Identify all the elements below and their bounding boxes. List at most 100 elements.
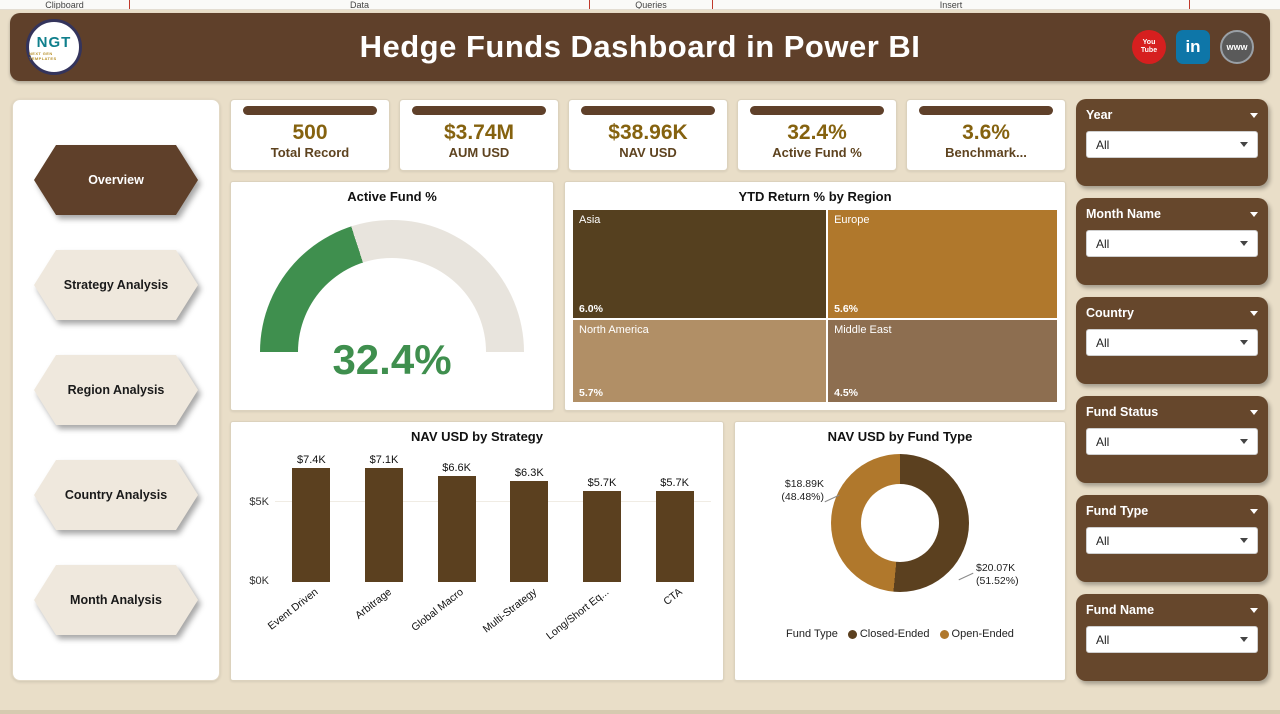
website-icon[interactable]: www: [1220, 30, 1254, 64]
youtube-icon[interactable]: You Tube: [1132, 30, 1166, 64]
treemap-tile[interactable]: Europe 5.6%: [828, 210, 1057, 319]
window-bottom-edge: [0, 710, 1280, 714]
kpi-label: Benchmark...: [945, 145, 1027, 160]
slicer-dropdown[interactable]: All: [1086, 230, 1258, 257]
slicer-dropdown[interactable]: All: [1086, 527, 1258, 554]
bar-category-label: Long/Short Eq...: [544, 586, 612, 643]
slicer-value: All: [1096, 236, 1110, 251]
slicer-fund-status: Fund Status All: [1076, 396, 1268, 483]
nav-button-region-analysis[interactable]: Region Analysis: [34, 355, 198, 425]
legend-item: Open-Ended: [939, 628, 1014, 640]
bar-category-label: Arbitrage: [352, 586, 394, 622]
nav-button-strategy-analysis[interactable]: Strategy Analysis: [34, 250, 198, 320]
slicer-dropdown[interactable]: All: [1086, 329, 1258, 356]
y-axis: $5K $0K: [239, 454, 275, 587]
nav-button-country-analysis[interactable]: Country Analysis: [34, 460, 198, 530]
bar-rect[interactable]: [655, 490, 694, 582]
bar[interactable]: $6.3K Multi-Strategy: [480, 454, 551, 635]
chevron-down-icon[interactable]: [1250, 607, 1258, 613]
bar-rect[interactable]: [437, 476, 476, 582]
nav-button-label: Country Analysis: [64, 488, 168, 502]
bar[interactable]: $6.6K Global Macro: [410, 454, 479, 634]
legend-dot: [939, 629, 949, 639]
nav-button-month-analysis[interactable]: Month Analysis: [34, 565, 198, 635]
kpi-top-bar: [412, 106, 546, 115]
bar-value-label: $7.1K: [369, 454, 399, 467]
chevron-down-icon[interactable]: [1250, 310, 1258, 316]
legend-item: Closed-Ended: [847, 628, 930, 640]
chevron-down-icon[interactable]: [1250, 112, 1258, 118]
ribbon: Clipboard Data Queries Insert: [0, 0, 1280, 10]
slicer-month-name: Month Name All: [1076, 198, 1268, 285]
treemap-tile[interactable]: Asia 6.0%: [573, 210, 827, 319]
chevron-down-icon: [1240, 637, 1248, 642]
kpi-label: NAV USD: [619, 145, 677, 160]
kpi-card: 3.6% Benchmark...: [906, 99, 1066, 171]
app-header: NGT NEXT GEN TEMPLATES Hedge Funds Dashb…: [10, 13, 1270, 81]
treemap-tile-label: Middle East: [834, 323, 892, 336]
treemap-tile-value: 4.5%: [834, 386, 858, 399]
chevron-down-icon[interactable]: [1250, 409, 1258, 415]
kpi-value: $38.96K: [608, 121, 688, 144]
slicer-year: Year All: [1076, 99, 1268, 186]
nav-button-overview[interactable]: Overview: [34, 145, 198, 215]
gauge-panel: Active Fund % 32.4%: [230, 181, 554, 411]
kpi-row: 500 Total Record $3.74M AUM USD $38.96K …: [230, 99, 1066, 171]
kpi-value: $3.74M: [443, 121, 515, 144]
nav-button-label: Month Analysis: [70, 593, 162, 607]
chevron-down-icon[interactable]: [1250, 211, 1258, 217]
bar-category-label: Multi-Strategy: [480, 586, 539, 636]
bar[interactable]: $5.7K CTA: [653, 454, 697, 608]
treemap-tile-value: 5.6%: [834, 303, 858, 316]
treemap-tile-value: 6.0%: [579, 303, 603, 316]
chevron-down-icon[interactable]: [1250, 508, 1258, 514]
bar-rect[interactable]: [582, 490, 621, 582]
main-content: 500 Total Record $3.74M AUM USD $38.96K …: [230, 99, 1066, 681]
logo-subtext: NEXT GEN TEMPLATES: [29, 50, 57, 61]
slicer-label: Year: [1086, 108, 1113, 122]
slicer-dropdown[interactable]: All: [1086, 626, 1258, 653]
dashboard-title: Hedge Funds Dashboard in Power BI: [359, 29, 921, 64]
slicer-dropdown[interactable]: All: [1086, 428, 1258, 455]
gauge-value: 32.4%: [332, 336, 452, 383]
bar-rect[interactable]: [510, 481, 549, 582]
chevron-down-icon: [1240, 439, 1248, 444]
slicer-value: All: [1096, 533, 1110, 548]
bar-category-label: Event Driven: [266, 586, 321, 633]
donut-callout-open-ended: $18.89K (48.48%): [781, 478, 824, 503]
bar-rect[interactable]: [364, 468, 403, 582]
bar[interactable]: $5.7K Long/Short Eq...: [544, 454, 624, 642]
gridline: [275, 501, 711, 502]
bar-value-label: $7.4K: [296, 454, 326, 466]
treemap-tile-label: Europe: [834, 214, 870, 226]
treemap-tile-value: 5.7%: [579, 386, 603, 399]
chevron-down-icon: [1240, 241, 1248, 246]
slicer-value: All: [1096, 335, 1110, 350]
slicer-dropdown[interactable]: All: [1086, 131, 1258, 158]
treemap-title: YTD Return % by Region: [738, 189, 892, 204]
bar-rect[interactable]: [292, 468, 331, 582]
bar-value-label: $6.3K: [514, 467, 544, 480]
kpi-card: 32.4% Active Fund %: [737, 99, 897, 171]
gauge-arc[interactable]: [260, 220, 524, 352]
bar-value-label: $6.6K: [442, 462, 472, 475]
bar[interactable]: $7.4K Event Driven: [266, 454, 333, 632]
bar[interactable]: $7.1K Arbitrage: [353, 454, 406, 622]
kpi-top-bar: [581, 106, 715, 115]
donut-chart[interactable]: [831, 454, 969, 592]
kpi-label: Active Fund %: [772, 145, 862, 160]
ngt-logo: NGT NEXT GEN TEMPLATES: [26, 19, 82, 75]
kpi-top-bar: [919, 106, 1053, 115]
callout-line: [958, 572, 974, 581]
kpi-label: AUM USD: [448, 145, 510, 160]
legend-title: Fund Type: [786, 628, 838, 640]
ribbon-group-label: Queries: [590, 0, 713, 9]
kpi-value: 3.6%: [962, 121, 1010, 144]
treemap-tile[interactable]: Middle East 4.5%: [828, 319, 1057, 402]
treemap-tile[interactable]: North America 5.7%: [573, 319, 827, 402]
linkedin-icon[interactable]: in: [1176, 30, 1210, 64]
slicer-label: Fund Type: [1086, 504, 1149, 518]
bar-category-label: CTA: [660, 586, 685, 608]
kpi-label: Total Record: [270, 145, 350, 160]
bar-chart-panel: NAV USD by Strategy $5K $0K $7.4K Event …: [230, 421, 724, 681]
